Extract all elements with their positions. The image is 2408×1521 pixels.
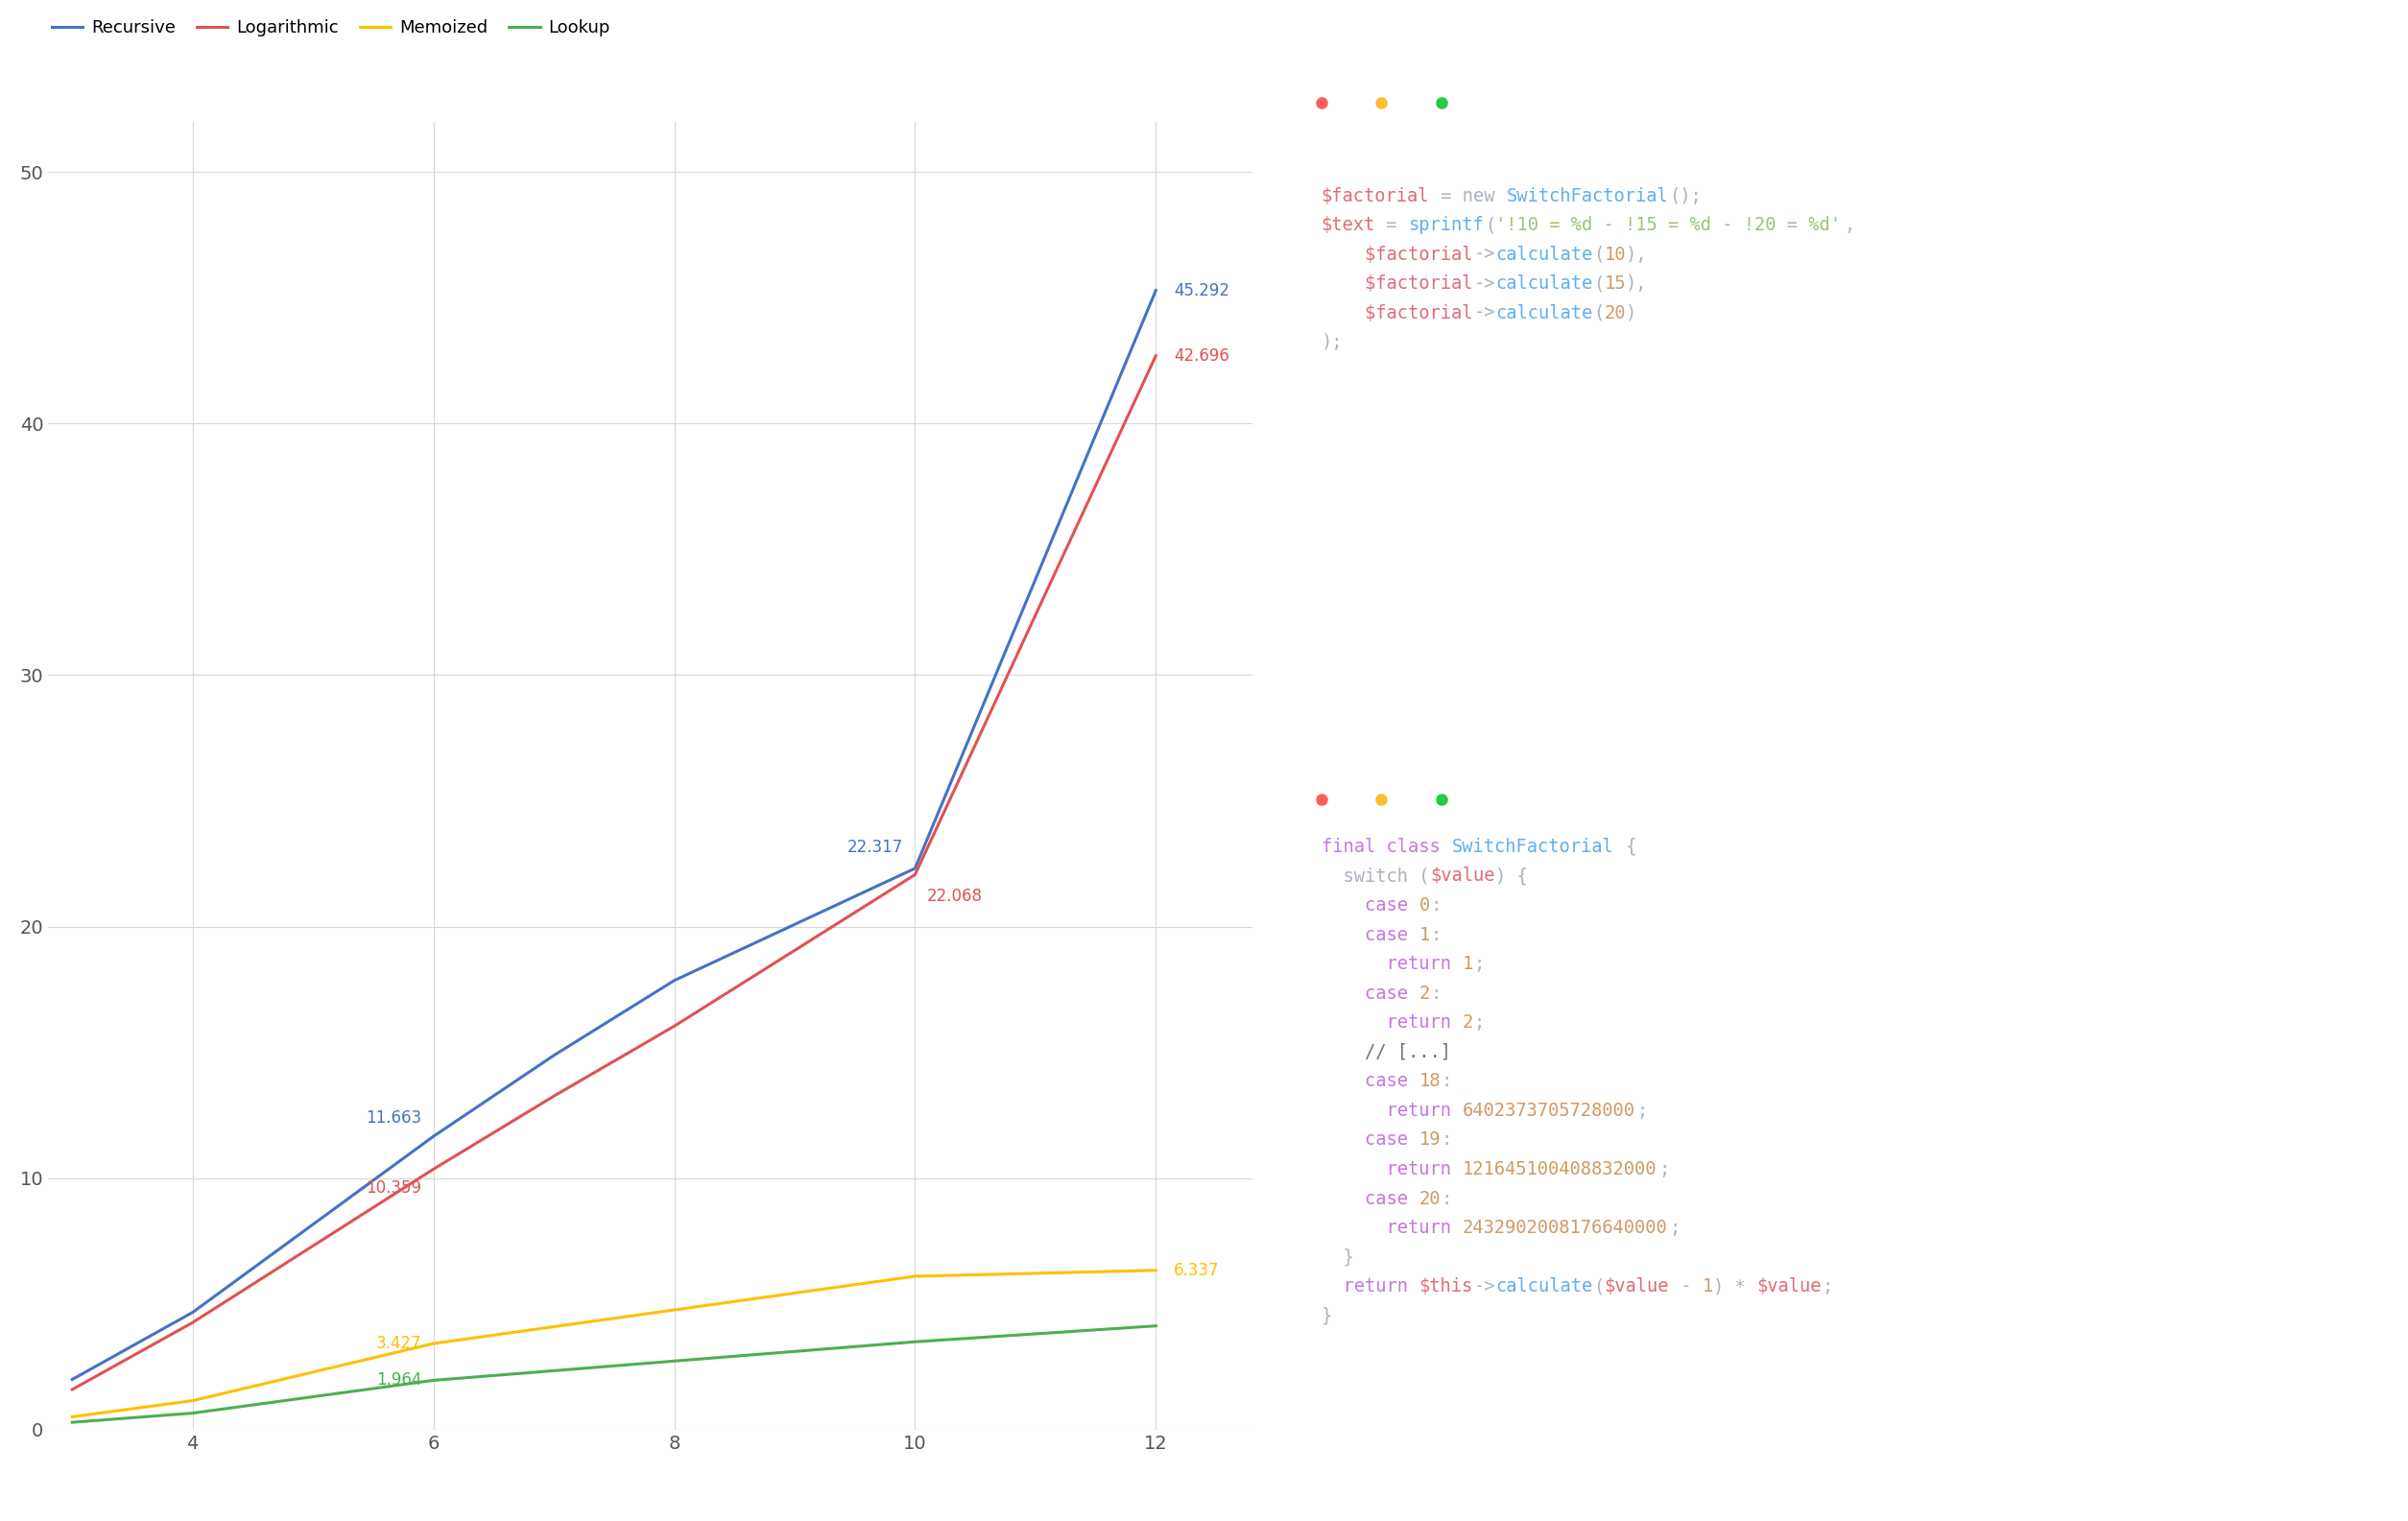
Text: $this: $this [1418, 1278, 1474, 1296]
Text: ;: ; [1659, 1161, 1669, 1179]
Text: (: ( [1594, 1278, 1604, 1296]
Text: ();: (); [1669, 187, 1702, 205]
Text: (: ( [1594, 304, 1604, 322]
Text: :: : [1440, 1189, 1452, 1208]
Text: ;: ; [1474, 1013, 1483, 1031]
Text: 10: 10 [1604, 245, 1625, 263]
Text: ->: -> [1474, 245, 1495, 263]
Text: case: case [1322, 1189, 1418, 1208]
Text: );: ); [1322, 333, 1344, 351]
Text: 1: 1 [1702, 1278, 1712, 1296]
Text: 22.317: 22.317 [848, 838, 903, 856]
Text: ;: ; [1823, 1278, 1832, 1296]
Text: -: - [1669, 1278, 1702, 1296]
Text: 15: 15 [1604, 275, 1625, 294]
Text: calculate: calculate [1495, 1278, 1592, 1296]
Text: case: case [1322, 984, 1418, 1002]
Text: ->: -> [1474, 304, 1495, 322]
Text: ): ) [1625, 304, 1637, 322]
Text: }: } [1322, 1307, 1332, 1325]
Text: :: : [1430, 896, 1440, 914]
Text: ->: -> [1474, 1278, 1495, 1296]
Text: :: : [1430, 926, 1440, 945]
Text: 6402373705728000: 6402373705728000 [1462, 1101, 1635, 1119]
Text: 22.068: 22.068 [927, 887, 982, 905]
Text: ),: ), [1625, 275, 1647, 294]
Text: = new: = new [1430, 187, 1505, 205]
Text: 10.359: 10.359 [366, 1179, 421, 1197]
Text: return: return [1322, 1013, 1462, 1031]
Text: 20: 20 [1418, 1189, 1440, 1208]
Text: sprintf: sprintf [1409, 216, 1483, 234]
Text: 0: 0 [1418, 896, 1430, 914]
Text: ) *: ) * [1712, 1278, 1755, 1296]
Text: (: ( [1594, 275, 1604, 294]
Text: $value: $value [1430, 867, 1495, 885]
Text: ;: ; [1669, 1218, 1681, 1237]
Text: return: return [1322, 1161, 1462, 1179]
Text: (: ( [1483, 216, 1495, 234]
Text: case: case [1322, 926, 1418, 945]
Text: :: : [1440, 1132, 1452, 1150]
Text: $factorial: $factorial [1322, 304, 1471, 322]
Text: 1: 1 [1418, 926, 1430, 945]
Legend: Recursive, Logarithmic, Memoized, Lookup: Recursive, Logarithmic, Memoized, Lookup [46, 12, 616, 44]
Text: 19: 19 [1418, 1132, 1440, 1150]
Text: 2432902008176640000: 2432902008176640000 [1462, 1218, 1669, 1237]
Text: :: : [1440, 1072, 1452, 1091]
Text: =: = [1375, 216, 1409, 234]
Text: 1.964: 1.964 [376, 1372, 421, 1389]
Text: {: { [1616, 838, 1637, 856]
Text: case: case [1322, 1132, 1418, 1150]
Text: }: } [1322, 1249, 1353, 1267]
Text: $value: $value [1604, 1278, 1669, 1296]
Text: 20: 20 [1604, 304, 1625, 322]
Text: return: return [1322, 955, 1462, 973]
Text: :: : [1430, 984, 1440, 1002]
Text: '!10 = %d - !15 = %d - !20 = %d': '!10 = %d - !15 = %d - !20 = %d' [1495, 216, 1840, 234]
Text: calculate: calculate [1495, 275, 1592, 294]
Text: // [...]: // [...] [1322, 1043, 1450, 1062]
Text: ;: ; [1637, 1101, 1647, 1119]
Text: 11.663: 11.663 [366, 1109, 421, 1126]
Text: SwitchFactorial: SwitchFactorial [1452, 838, 1613, 856]
Text: 1: 1 [1462, 955, 1474, 973]
Text: return: return [1322, 1278, 1418, 1296]
Text: calculate: calculate [1495, 245, 1592, 263]
Text: ,: , [1845, 216, 1854, 234]
Text: SwitchFactorial: SwitchFactorial [1507, 187, 1669, 205]
Text: 121645100408832000: 121645100408832000 [1462, 1161, 1657, 1179]
Text: $text: $text [1322, 216, 1375, 234]
Text: ) {: ) { [1495, 867, 1527, 885]
Text: $factorial: $factorial [1322, 275, 1471, 294]
Text: return: return [1322, 1218, 1462, 1237]
Text: switch (: switch ( [1322, 867, 1428, 885]
Text: final class: final class [1322, 838, 1450, 856]
Text: return: return [1322, 1101, 1462, 1119]
Text: 2: 2 [1462, 1013, 1474, 1031]
Text: calculate: calculate [1495, 304, 1592, 322]
Text: $value: $value [1755, 1278, 1820, 1296]
Text: ;: ; [1474, 955, 1483, 973]
Text: (: ( [1594, 245, 1604, 263]
Text: $factorial: $factorial [1322, 187, 1428, 205]
Text: ->: -> [1474, 275, 1495, 294]
Text: 2: 2 [1418, 984, 1430, 1002]
Text: 42.696: 42.696 [1175, 347, 1230, 365]
Text: ),: ), [1625, 245, 1647, 263]
Text: 18: 18 [1418, 1072, 1440, 1091]
Text: 45.292: 45.292 [1175, 281, 1230, 300]
Text: $factorial: $factorial [1322, 245, 1471, 263]
Text: case: case [1322, 896, 1418, 914]
Text: 6.337: 6.337 [1175, 1262, 1218, 1279]
Text: case: case [1322, 1072, 1418, 1091]
Text: 3.427: 3.427 [376, 1335, 421, 1352]
